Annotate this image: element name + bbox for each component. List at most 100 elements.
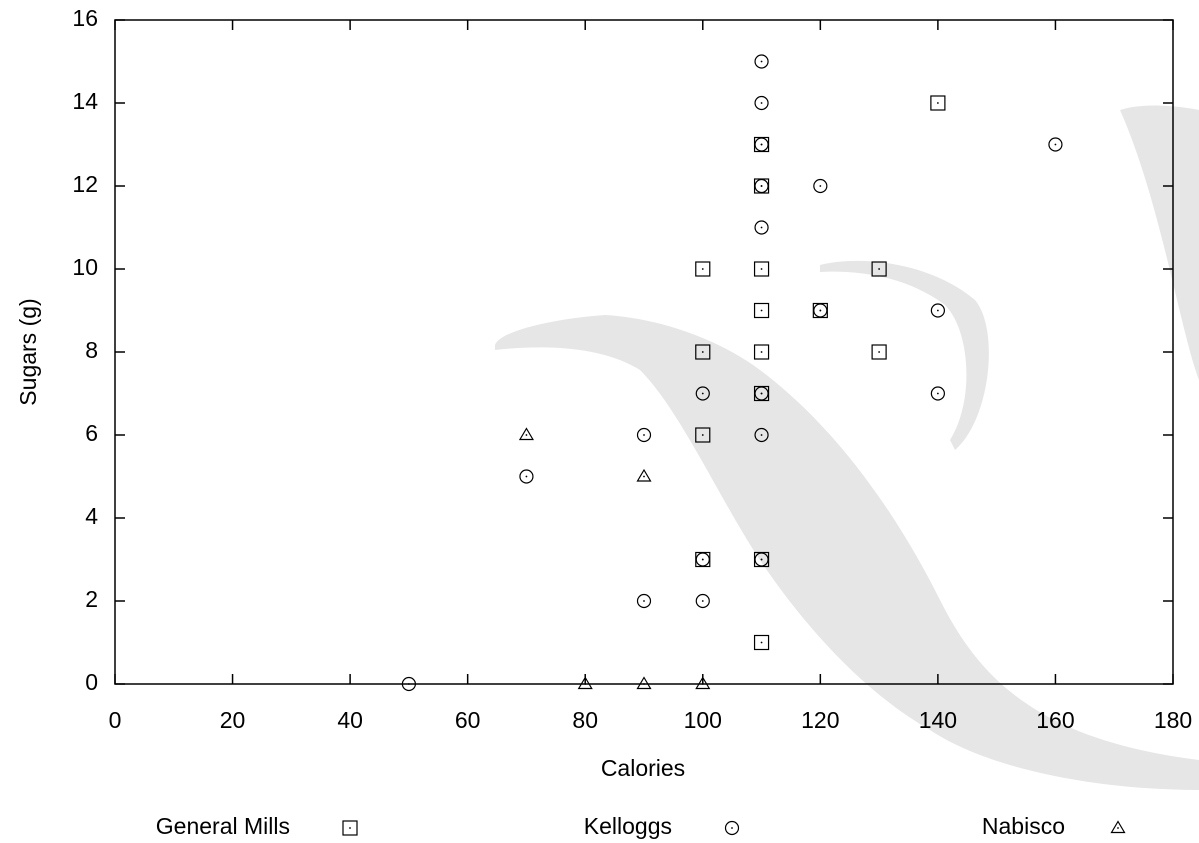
marker-dot bbox=[701, 600, 704, 602]
marker-dot bbox=[936, 309, 939, 312]
x-tick-label: 20 bbox=[220, 707, 246, 733]
marker-dot bbox=[878, 351, 881, 353]
marker-dot bbox=[936, 392, 939, 395]
x-tick-label: 100 bbox=[684, 707, 722, 733]
marker-shape bbox=[636, 468, 652, 482]
circle-marker bbox=[1048, 137, 1063, 152]
legend-marker bbox=[724, 820, 740, 836]
marker-dot bbox=[878, 268, 881, 270]
marker-dot bbox=[819, 185, 822, 187]
square-marker bbox=[695, 427, 711, 443]
marker-shape bbox=[753, 302, 770, 319]
marker-shape bbox=[1048, 137, 1063, 152]
marker-shape bbox=[754, 95, 769, 111]
square-marker bbox=[871, 344, 887, 360]
marker-dot bbox=[760, 102, 763, 104]
marker-shape bbox=[577, 676, 593, 690]
marker-dot bbox=[760, 309, 763, 312]
background-swoosh bbox=[495, 105, 1199, 790]
square-marker bbox=[753, 302, 770, 319]
y-tick-label: 16 bbox=[72, 5, 98, 31]
circle-marker bbox=[401, 676, 416, 692]
marker-dot bbox=[643, 434, 645, 436]
square-marker bbox=[930, 95, 946, 111]
circle-marker bbox=[695, 593, 710, 609]
x-tick-label: 80 bbox=[572, 707, 598, 733]
marker-shape bbox=[724, 820, 740, 836]
circle-marker bbox=[636, 593, 652, 609]
marker-dot bbox=[701, 351, 704, 353]
marker-shape bbox=[342, 820, 358, 836]
circle-marker bbox=[813, 178, 828, 194]
x-tick-label: 180 bbox=[1154, 707, 1192, 733]
circle-marker bbox=[930, 386, 945, 401]
marker-shape bbox=[636, 427, 652, 443]
marker-shape bbox=[401, 676, 416, 692]
marker-shape bbox=[871, 261, 887, 277]
square-marker bbox=[753, 261, 770, 277]
marker-shape bbox=[519, 469, 534, 484]
square-marker bbox=[695, 344, 711, 360]
marker-dot bbox=[936, 102, 939, 104]
y-tick-label: 8 bbox=[85, 337, 98, 363]
marker-dot bbox=[701, 558, 704, 561]
circle-marker bbox=[754, 386, 769, 401]
marker-shape bbox=[813, 178, 828, 194]
marker-shape bbox=[871, 344, 887, 360]
marker-dot bbox=[525, 475, 528, 478]
circle-marker bbox=[754, 427, 769, 443]
circle-marker bbox=[754, 95, 769, 111]
circle-marker bbox=[754, 178, 769, 194]
marker-shape bbox=[753, 344, 770, 360]
marker-dot bbox=[760, 268, 763, 270]
triangle-marker bbox=[695, 676, 711, 690]
circle-marker bbox=[695, 386, 710, 401]
y-tick-label: 14 bbox=[72, 88, 98, 114]
legend-marker bbox=[342, 820, 358, 836]
y-tick-label: 6 bbox=[85, 420, 98, 446]
x-tick-label: 0 bbox=[109, 707, 122, 733]
circle-marker bbox=[754, 220, 769, 235]
marker-shape bbox=[695, 676, 711, 690]
marker-shape bbox=[813, 303, 828, 318]
marker-dot bbox=[701, 683, 704, 685]
marker-dot bbox=[584, 683, 587, 685]
marker-shape bbox=[695, 427, 711, 443]
marker-shape bbox=[753, 261, 770, 277]
marker-shape bbox=[695, 552, 710, 567]
marker-shape bbox=[754, 220, 769, 235]
legend-label: General Mills bbox=[156, 813, 290, 839]
y-axis-label: Sugars (g) bbox=[15, 298, 41, 405]
marker-shape bbox=[930, 386, 945, 401]
legend-label: Kelloggs bbox=[584, 813, 672, 839]
marker-dot bbox=[701, 392, 704, 395]
marker-dot bbox=[701, 268, 704, 270]
x-tick-label: 120 bbox=[801, 707, 839, 733]
marker-shape bbox=[636, 593, 652, 609]
circle-marker bbox=[754, 137, 769, 152]
marker-shape bbox=[754, 386, 769, 401]
marker-shape bbox=[754, 54, 769, 69]
marker-dot bbox=[525, 434, 528, 436]
marker-shape bbox=[754, 427, 769, 443]
y-tick-label: 0 bbox=[85, 669, 98, 695]
marker-shape bbox=[754, 178, 769, 194]
y-tick-label: 4 bbox=[85, 503, 98, 529]
marker-dot bbox=[760, 434, 763, 436]
square-marker bbox=[753, 344, 770, 360]
marker-shape bbox=[1110, 820, 1126, 834]
circle-marker bbox=[636, 427, 652, 443]
circle-marker bbox=[813, 303, 828, 318]
marker-dot bbox=[819, 309, 822, 312]
y-tick-label: 10 bbox=[72, 254, 98, 280]
marker-dot bbox=[1054, 143, 1057, 146]
x-tick-label: 60 bbox=[455, 707, 481, 733]
x-tick-label: 160 bbox=[1036, 707, 1074, 733]
marker-shape bbox=[518, 427, 534, 441]
square-marker bbox=[753, 634, 770, 651]
marker-dot bbox=[760, 641, 763, 644]
square-marker bbox=[695, 261, 711, 277]
marker-shape bbox=[695, 593, 710, 609]
marker-dot bbox=[407, 683, 410, 685]
marker-dot bbox=[349, 827, 351, 829]
